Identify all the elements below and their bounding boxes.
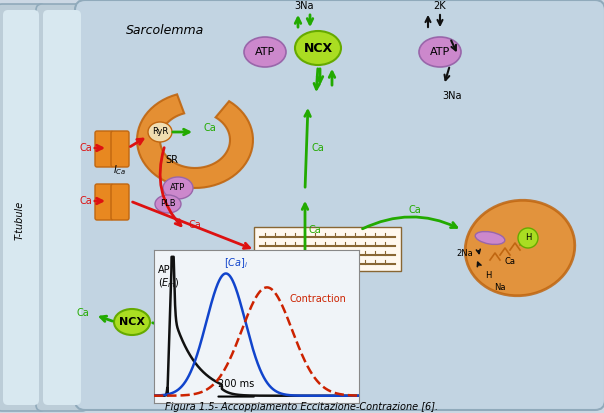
Text: Ca: Ca <box>204 123 216 133</box>
Ellipse shape <box>155 195 181 213</box>
Text: Ca: Ca <box>77 308 89 318</box>
Text: 3Na: 3Na <box>442 91 461 101</box>
Text: Ca: Ca <box>309 225 321 235</box>
Text: $I_{Ca}$: $I_{Ca}$ <box>114 163 127 177</box>
Text: T-tubule: T-tubule <box>15 200 25 240</box>
Text: H: H <box>485 271 491 280</box>
Text: $[Ca]_i$: $[Ca]_i$ <box>224 256 248 270</box>
Ellipse shape <box>244 37 286 67</box>
FancyBboxPatch shape <box>75 0 604 410</box>
Polygon shape <box>137 94 253 188</box>
FancyBboxPatch shape <box>111 184 129 220</box>
Text: Figura 1.5- Accoppiamento Eccitazione-Contrazione [6].: Figura 1.5- Accoppiamento Eccitazione-Co… <box>165 402 439 412</box>
FancyBboxPatch shape <box>95 131 113 167</box>
Ellipse shape <box>148 122 172 142</box>
Text: RyR: RyR <box>152 128 168 137</box>
Text: Sarcolemma: Sarcolemma <box>126 24 204 36</box>
Ellipse shape <box>114 309 150 335</box>
Ellipse shape <box>465 200 575 296</box>
Text: Myofilaments: Myofilaments <box>294 274 360 284</box>
Ellipse shape <box>419 37 461 67</box>
Text: SR: SR <box>165 155 179 165</box>
Ellipse shape <box>475 232 505 244</box>
Text: 3Na: 3Na <box>294 1 313 11</box>
Text: Ca: Ca <box>409 205 422 215</box>
Text: Ca: Ca <box>504 257 515 266</box>
FancyBboxPatch shape <box>36 4 88 411</box>
FancyBboxPatch shape <box>254 227 401 271</box>
Text: Ca: Ca <box>80 143 92 153</box>
Text: 3Na: 3Na <box>169 323 188 333</box>
Text: Na: Na <box>494 283 506 292</box>
Text: H: H <box>525 233 531 242</box>
FancyBboxPatch shape <box>3 10 39 405</box>
Text: ATP: ATP <box>255 47 275 57</box>
Ellipse shape <box>163 177 193 199</box>
FancyBboxPatch shape <box>0 4 46 411</box>
Text: Ca: Ca <box>312 143 324 153</box>
FancyBboxPatch shape <box>111 131 129 167</box>
Text: ATP: ATP <box>170 183 185 192</box>
Text: 2K: 2K <box>434 1 446 11</box>
Text: AP
$(E_m)$: AP $(E_m)$ <box>158 265 180 290</box>
Text: PLB: PLB <box>160 199 176 209</box>
Text: NCX: NCX <box>119 317 145 327</box>
Text: 200 ms: 200 ms <box>218 379 254 389</box>
Text: Ca: Ca <box>80 196 92 206</box>
Ellipse shape <box>518 228 538 248</box>
Text: Ca: Ca <box>188 220 201 230</box>
Ellipse shape <box>295 31 341 65</box>
Text: NCX: NCX <box>303 41 333 55</box>
Text: ATP: ATP <box>430 47 450 57</box>
FancyBboxPatch shape <box>43 10 81 405</box>
Text: 2Na: 2Na <box>457 249 474 259</box>
FancyBboxPatch shape <box>95 184 113 220</box>
Text: Contraction: Contraction <box>290 294 347 304</box>
